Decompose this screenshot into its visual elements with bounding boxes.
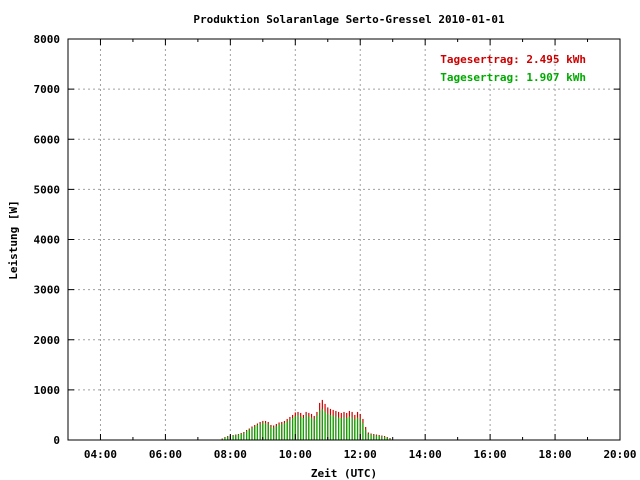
legend-entry-green: Tagesertrag: 1.907 kWh	[440, 71, 586, 84]
y-tick-label: 2000	[34, 334, 61, 347]
chart-title: Produktion Solaranlage Serto-Gressel 201…	[193, 13, 505, 26]
y-tick-label: 1000	[34, 384, 61, 397]
x-tick-label: 08:00	[214, 448, 247, 461]
x-tick-label: 20:00	[603, 448, 636, 461]
x-axis-label: Zeit (UTC)	[311, 467, 377, 480]
y-tick-label: 7000	[34, 83, 61, 96]
x-tick-label: 16:00	[474, 448, 507, 461]
x-tick-label: 04:00	[84, 448, 117, 461]
y-tick-label: 4000	[34, 234, 61, 247]
y-tick-label: 6000	[34, 133, 61, 146]
ticks-layer: 0 1000 2000 3000 4000 5000 6000 7000 8000 04:00 06…	[34, 33, 637, 461]
y-tick-label: 3000	[34, 284, 61, 297]
y-tick-label: 5000	[34, 183, 61, 196]
bars-layer	[221, 399, 391, 440]
y-tick-label: 0	[53, 434, 60, 447]
x-tick-label: 14:00	[409, 448, 442, 461]
x-tick-label: 10:00	[279, 448, 312, 461]
y-tick-label: 8000	[34, 33, 61, 46]
x-tick-label: 12:00	[344, 448, 377, 461]
x-tick-label: 06:00	[149, 448, 182, 461]
y-axis-label: Leistung [W]	[7, 200, 20, 279]
x-tick-label: 18:00	[538, 448, 571, 461]
legend-entry-red: Tagesertrag: 2.495 kWh	[440, 53, 586, 66]
grid-layer	[68, 39, 620, 440]
